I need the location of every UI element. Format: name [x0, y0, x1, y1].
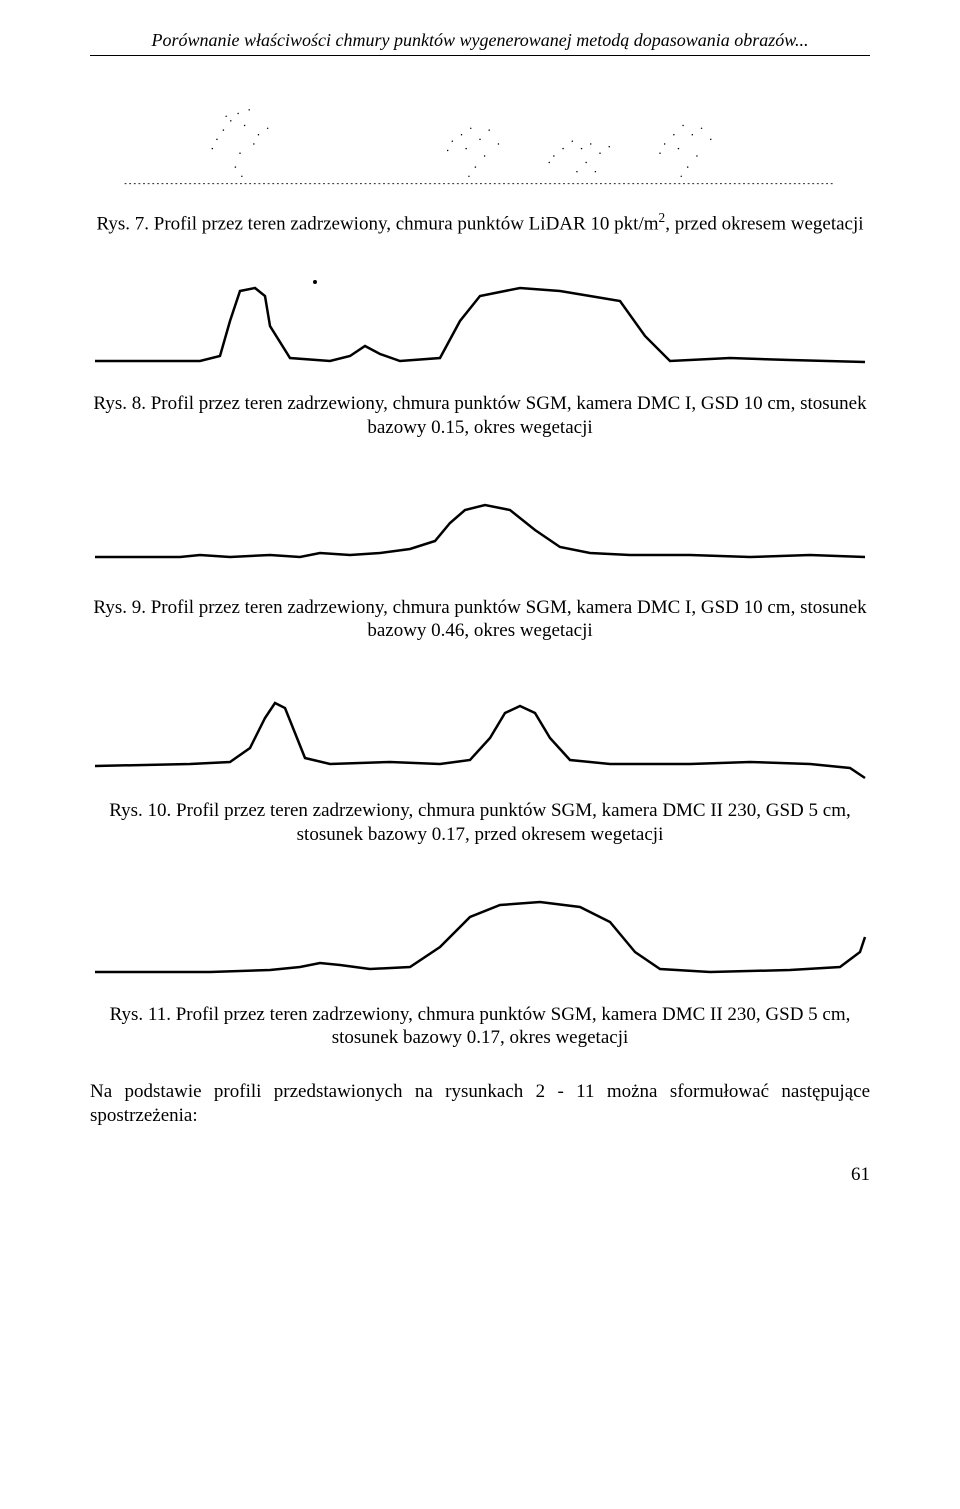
figure-8-caption: Rys. 8. Profil przez teren zadrzewiony, … — [90, 392, 870, 440]
profile-sgm-twin-peaks-icon — [90, 673, 870, 793]
profile-lidar-icon — [90, 84, 870, 204]
figure-11: Rys. 11. Profil przez teren zadrzewiony,… — [90, 877, 870, 1051]
figure-9: Rys. 9. Profil przez teren zadrzewiony, … — [90, 470, 870, 644]
body-paragraph: Na podstawie profili przedstawionych na … — [90, 1080, 870, 1128]
caption-text: Rys. 7. Profil przez teren zadrzewiony, … — [96, 213, 658, 234]
figure-9-caption: Rys. 9. Profil przez teren zadrzewiony, … — [90, 596, 870, 644]
profile-sgm-dome-icon — [90, 877, 870, 997]
figure-7-caption: Rys. 7. Profil przez teren zadrzewiony, … — [90, 210, 870, 236]
figure-10: Rys. 10. Profil przez teren zadrzewiony,… — [90, 673, 870, 847]
page: Porównanie właściwości chmury punktów wy… — [0, 0, 960, 1226]
figure-10-caption: Rys. 10. Profil przez teren zadrzewiony,… — [90, 799, 870, 847]
caption-text: Rys. 9. Profil przez teren zadrzewiony, … — [93, 597, 866, 642]
figure-7: Rys. 7. Profil przez teren zadrzewiony, … — [90, 84, 870, 236]
figure-11-caption: Rys. 11. Profil przez teren zadrzewiony,… — [90, 1003, 870, 1051]
figure-8: Rys. 8. Profil przez teren zadrzewiony, … — [90, 266, 870, 440]
caption-text: Rys. 11. Profil przez teren zadrzewiony,… — [110, 1004, 851, 1049]
caption-text: Rys. 10. Profil przez teren zadrzewiony,… — [109, 800, 850, 845]
page-number: 61 — [90, 1164, 870, 1186]
caption-suffix: , przed okresem wegetacji — [665, 213, 863, 234]
running-header: Porównanie właściwości chmury punktów wy… — [90, 30, 870, 56]
caption-text: Rys. 8. Profil przez teren zadrzewiony, … — [93, 393, 866, 438]
profile-sgm-low-hump-icon — [90, 470, 870, 590]
profile-sgm-humps-icon — [90, 266, 870, 386]
